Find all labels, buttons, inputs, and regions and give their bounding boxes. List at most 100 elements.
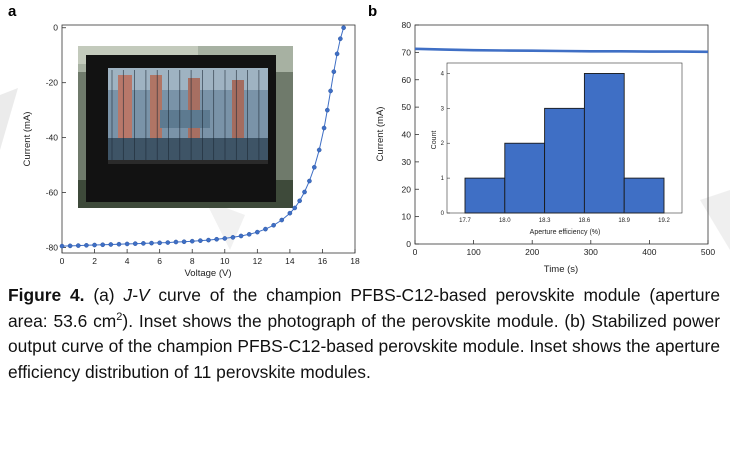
histogram-y-tick-label: 2 (441, 141, 445, 147)
x-tick-label: 8 (190, 256, 195, 266)
jv-point (206, 237, 211, 243)
x-tick-label: 16 (318, 256, 328, 266)
histogram-bars (464, 73, 665, 214)
jv-point (75, 243, 81, 248)
histogram-bar (504, 142, 546, 214)
y-tick-label: 80 (402, 20, 412, 30)
panel-a-frame (61, 24, 356, 254)
jv-point (214, 236, 219, 242)
x-tick-label: 12 (253, 256, 263, 266)
figure-caption: Figure 4. (a) J-V curve of the champion … (8, 283, 720, 385)
jv-point (189, 238, 195, 244)
jv-point (157, 240, 162, 246)
y-tick-label: -80 (46, 243, 59, 253)
jv-point (331, 69, 337, 74)
jv-point (334, 51, 340, 57)
figure-4: a 0-20-40-60-80 0 2 4 6 8 10 12 14 16 18 Voltage … (0, 3, 730, 279)
watermark-shape (0, 88, 18, 150)
histogram-bar (623, 177, 665, 214)
histogram-bar (464, 177, 506, 214)
jv-point (328, 88, 333, 94)
jv-point (325, 107, 330, 113)
y-tick-label: 60 (402, 75, 412, 85)
x-tick-label: 200 (525, 247, 539, 257)
x-tick-label: 18 (350, 256, 360, 266)
histogram-bar (583, 73, 625, 214)
histogram-x-tick-label: 18.6 (579, 218, 591, 224)
jv-point (263, 226, 268, 232)
jv-point (67, 243, 73, 249)
panel-label-a: a (8, 3, 17, 20)
x-tick-label: 2 (92, 256, 97, 266)
caption-part2: curve of the champion PFBS-C12-based per… (8, 285, 720, 331)
jv-point (198, 238, 203, 243)
jv-point (297, 198, 302, 204)
histogram-y-tick-label: 4 (441, 71, 445, 77)
module-photo-inset (78, 46, 293, 208)
jv-point (287, 210, 293, 216)
y-tick-label: 10 (402, 212, 412, 222)
jv-point (132, 241, 138, 246)
y-tick-label: -60 (46, 188, 59, 198)
jv-point (149, 240, 154, 246)
x-tick-label: 4 (125, 256, 130, 266)
x-tick-label: 100 (467, 247, 481, 257)
jv-point (321, 125, 327, 131)
panel-a-jv-series (59, 25, 346, 249)
panel-a-y-label: Current (mA) (22, 112, 33, 167)
y-tick-label: 30 (402, 157, 412, 167)
jv-point (238, 233, 244, 239)
histogram-x-tick-label: 19.2 (658, 218, 670, 224)
x-tick-label: 0 (413, 247, 418, 257)
jv-point (165, 240, 171, 245)
histogram-y-tick-label: 3 (441, 106, 445, 112)
caption-part3: ). Inset shows the photograph of the per… (8, 310, 720, 382)
panel-b-y-ticks: 0 10 20 30 40 50 60 70 80 (402, 20, 419, 249)
jv-point (230, 235, 236, 240)
jv-point (222, 236, 228, 241)
jv-point (312, 164, 317, 170)
panel-a: 0 -20 -40 -60 -80 0 2 4 6 8 10 12 14 16 18 Voltage (V… (22, 23, 360, 279)
jv-point (84, 243, 89, 248)
x-tick-label: 300 (584, 247, 598, 257)
jv-point (341, 25, 346, 31)
jv-point (279, 217, 285, 223)
panel-a-y-ticks: 0 -20 -40 -60 -80 (46, 23, 66, 253)
histogram-x-tick-label: 18.0 (499, 218, 511, 224)
jv-point (124, 241, 130, 247)
stability-line (414, 47, 709, 54)
y-tick-label: 70 (402, 47, 412, 57)
jv-point (181, 239, 187, 245)
panel-label-b: b (368, 3, 377, 20)
panel-b-stability-series (414, 47, 709, 54)
jv-point (141, 241, 146, 246)
histogram-y-label: Count (431, 131, 438, 150)
y-tick-label: 0 (406, 239, 411, 249)
x-tick-label: 10 (220, 256, 230, 266)
caption-superscript: 2 (116, 310, 123, 323)
y-tick-label: -40 (46, 133, 59, 143)
y-tick-label: 0 (53, 23, 58, 33)
panel-a-x-ticks: 0 2 4 6 8 10 12 14 16 18 (60, 249, 360, 266)
caption-jv: J-V (123, 285, 150, 305)
histogram-y-tick-label: 0 (441, 211, 445, 217)
histogram-y-tick-label: 1 (441, 176, 445, 182)
y-tick-label: -20 (46, 78, 59, 88)
histogram-x-tick-label: 17.7 (459, 218, 471, 224)
watermark-shape (700, 190, 730, 250)
y-tick-label: 50 (402, 102, 412, 112)
x-tick-label: 0 (60, 256, 65, 266)
panel-b-x-ticks: 0 100 200 300 400 500 (413, 240, 715, 257)
x-tick-label: 400 (642, 247, 656, 257)
jv-point (271, 222, 276, 228)
caption-part1: (a) (84, 285, 124, 305)
jv-point (108, 242, 114, 247)
caption-label: Figure 4. (8, 285, 85, 305)
jv-point (246, 232, 252, 237)
x-tick-label: 14 (285, 256, 295, 266)
jv-point (59, 243, 65, 249)
histogram-x-label: Aperture efficiency (%) (530, 229, 601, 236)
y-tick-label: 20 (402, 184, 412, 194)
x-tick-label: 500 (701, 247, 715, 257)
